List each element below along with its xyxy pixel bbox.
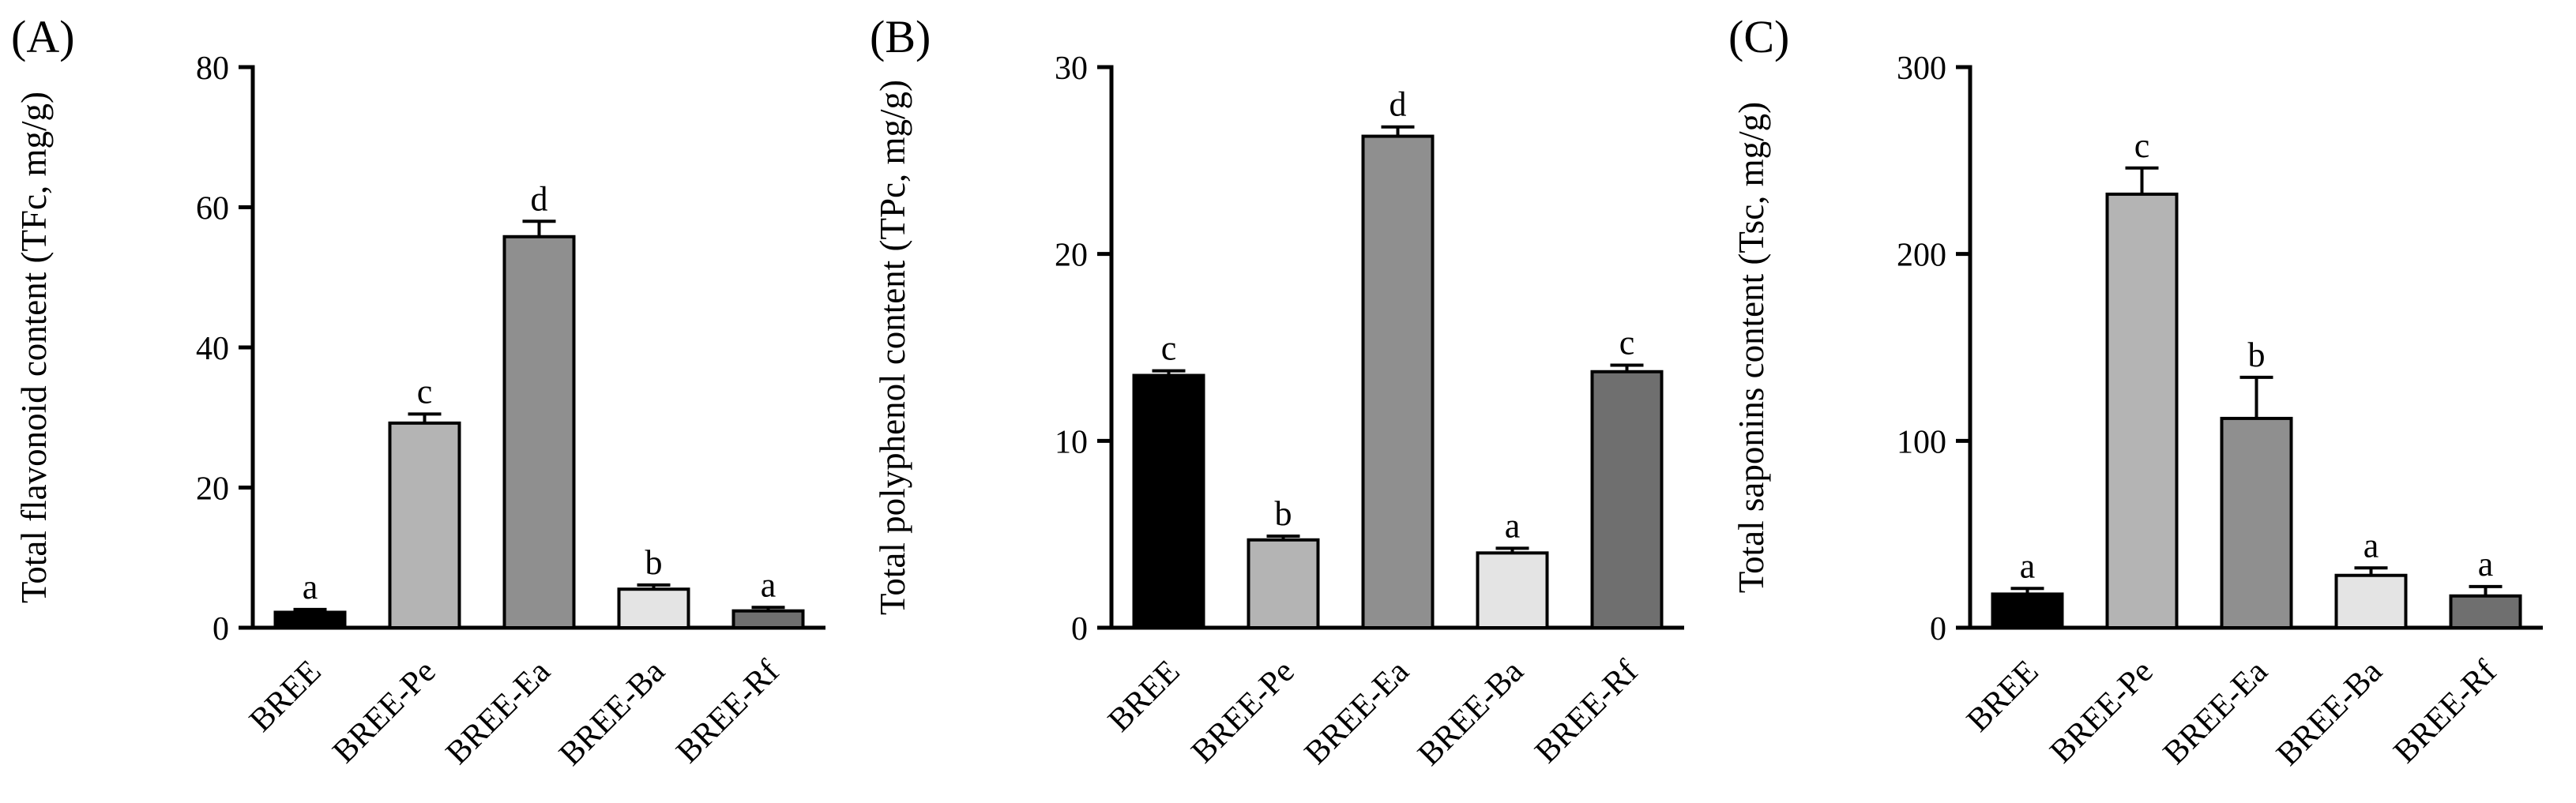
y-tick-label: 100 xyxy=(1897,424,1946,460)
y-tick-label: 0 xyxy=(1071,611,1088,647)
chart-panel-c: (C) Total saponins content (Tsc, mg/g) 0 10… xyxy=(1717,0,2576,803)
x-tick-label: BREE-Ba xyxy=(552,653,672,773)
y-axis-label: Total polyphenol content (TPc, mg/g) xyxy=(873,80,912,615)
bar xyxy=(2105,192,2179,629)
x-tick-label: BREE-Rf xyxy=(670,654,787,771)
x-tick-label: BREE xyxy=(1101,654,1186,739)
bar xyxy=(617,587,690,629)
y-tick-label: 20 xyxy=(1055,238,1088,274)
sig-letter: a xyxy=(2020,546,2036,585)
bar xyxy=(1247,538,1320,629)
bar xyxy=(1476,551,1549,629)
x-tick-label: BREE-Ea xyxy=(2157,653,2275,771)
sig-letter: c xyxy=(1619,323,1635,362)
y-tick-label: 40 xyxy=(196,331,229,367)
y-tick-label: 300 xyxy=(1897,51,1946,87)
bar xyxy=(1991,592,2064,630)
chart-panel-a: (A) Total flavonoid content (TFc, mg/g) 0 2… xyxy=(0,0,859,803)
sig-letter: a xyxy=(1505,506,1521,545)
sig-letter: a xyxy=(2478,545,2494,583)
chart-svg: (C) Total saponins content (Tsc, mg/g) 0 10… xyxy=(1728,11,2543,773)
bar xyxy=(1361,134,1435,630)
sig-letter: d xyxy=(531,179,548,218)
sig-letter: b xyxy=(1275,494,1292,533)
bar xyxy=(388,421,461,629)
y-tick-label: 200 xyxy=(1897,238,1946,274)
x-tick-label: BREE-Pe xyxy=(326,654,443,771)
sig-letter: c xyxy=(2134,126,2150,165)
panel-letter: (A) xyxy=(11,11,75,62)
sig-letter: a xyxy=(761,565,777,604)
sig-letter: a xyxy=(2364,526,2379,565)
y-tick-label: 30 xyxy=(1055,51,1088,87)
sig-letter: c xyxy=(417,372,433,411)
panel-letter: (C) xyxy=(1728,11,1789,62)
x-tick-label: BREE xyxy=(243,654,328,739)
bar xyxy=(502,235,576,629)
y-tick-label: 0 xyxy=(212,611,229,647)
chart-panel-b: (B) Total polyphenol content (TPc, mg/g) 0… xyxy=(859,0,1717,803)
y-tick-label: 80 xyxy=(196,51,229,87)
sig-letter: a xyxy=(303,568,318,606)
x-tick-label: BREE-Ba xyxy=(1411,653,1531,773)
sig-letter: d xyxy=(1390,85,1407,124)
bar xyxy=(1132,373,1205,629)
bar xyxy=(2334,573,2408,630)
bar xyxy=(2449,594,2522,629)
chart-svg: (A) Total flavonoid content (TFc, mg/g) 0 2… xyxy=(11,11,825,773)
y-tick-label: 10 xyxy=(1055,424,1088,460)
x-tick-label: BREE-Ba xyxy=(2270,653,2390,773)
x-tick-label: BREE-Ea xyxy=(1298,653,1416,771)
x-tick-label: BREE-Pe xyxy=(2044,654,2160,771)
y-tick-label: 20 xyxy=(196,471,229,508)
x-tick-label: BREE-Rf xyxy=(2387,654,2504,771)
bar xyxy=(1590,370,1664,629)
y-tick-label: 60 xyxy=(196,191,229,227)
y-axis-label: Total flavonoid content (TFc, mg/g) xyxy=(14,92,54,603)
sig-letter: b xyxy=(2248,336,2266,374)
y-tick-label: 0 xyxy=(1930,611,1946,647)
x-tick-label: BREE-Pe xyxy=(1185,654,1302,771)
x-tick-label: BREE-Ea xyxy=(439,653,558,771)
y-axis-label: Total saponins content (Tsc, mg/g) xyxy=(1732,102,1771,593)
chart-svg: (B) Total polyphenol content (TPc, mg/g) 0… xyxy=(870,11,1684,773)
bar xyxy=(731,609,805,630)
sig-letter: c xyxy=(1161,329,1177,368)
bar xyxy=(2220,416,2293,630)
bar xyxy=(273,610,347,629)
panel-letter: (B) xyxy=(870,11,931,62)
x-tick-label: BREE-Rf xyxy=(1529,654,1645,771)
sig-letter: b xyxy=(645,543,663,582)
x-tick-label: BREE xyxy=(1960,654,2045,739)
